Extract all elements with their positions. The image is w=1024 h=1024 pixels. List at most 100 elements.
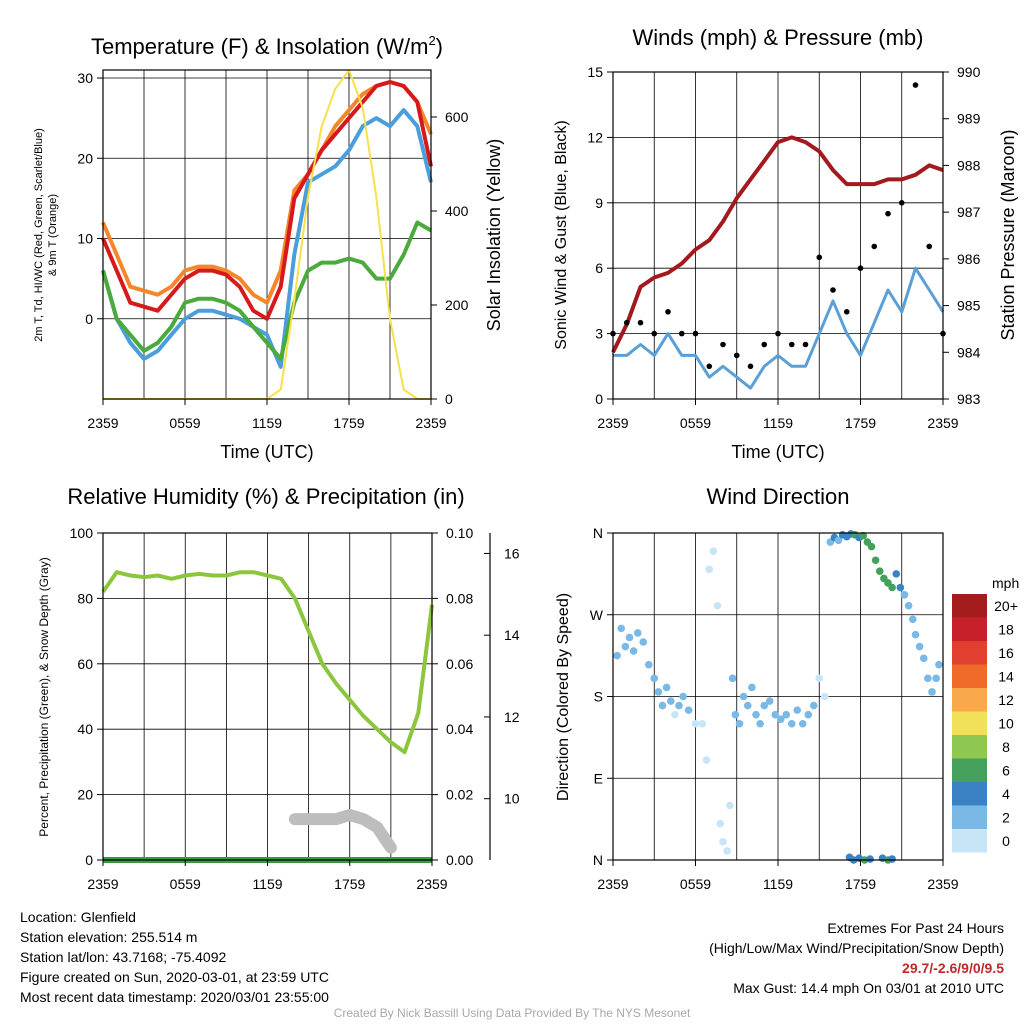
wind-direction-point bbox=[793, 706, 802, 714]
wind-direction-point bbox=[820, 692, 829, 701]
wind-direction-point bbox=[888, 855, 896, 863]
wind-direction-point bbox=[743, 701, 752, 710]
gust-point bbox=[706, 363, 713, 370]
wind-direction-point bbox=[698, 719, 707, 728]
y2-tick-label: 0.00 bbox=[446, 852, 473, 868]
wind-direction-point bbox=[617, 624, 626, 633]
y2-tick-label: 989 bbox=[957, 111, 981, 127]
y-tick-label: 10 bbox=[77, 231, 93, 247]
wind-direction-point bbox=[908, 615, 917, 624]
gust-point bbox=[802, 341, 809, 348]
speed-legend-swatch bbox=[952, 664, 987, 688]
speed-legend-swatch bbox=[952, 805, 987, 829]
wind-direction-point bbox=[719, 838, 727, 846]
temperature-series-line bbox=[101, 80, 433, 321]
speed-legend-label: 10 bbox=[998, 716, 1014, 732]
speed-legend-label: 18 bbox=[998, 622, 1014, 638]
y-tick-label: 20 bbox=[77, 150, 93, 166]
pressure-ylabel: Station Pressure (Maroon) bbox=[998, 129, 1018, 340]
wind-direction-point bbox=[650, 674, 659, 683]
station-latlon: Station lat/lon: 43.7168; -75.4092 bbox=[20, 949, 227, 965]
figure-created: Figure created on Sun, 2020-03-01, at 23… bbox=[20, 969, 329, 985]
gust-point bbox=[637, 319, 644, 326]
wind-direction-point bbox=[771, 710, 780, 719]
x-tick-label: 1159 bbox=[763, 876, 793, 892]
speed-legend-label: 6 bbox=[1002, 763, 1010, 779]
wind-direction-point bbox=[935, 660, 943, 669]
y2-tick-label: 990 bbox=[957, 64, 981, 80]
wind-direction-point bbox=[928, 688, 936, 696]
station-elevation: Station elevation: 255.514 m bbox=[20, 929, 198, 945]
y-tick-label: 100 bbox=[70, 525, 94, 541]
y-tick-label: 0 bbox=[85, 852, 93, 868]
x-tick-label: 0559 bbox=[680, 415, 711, 431]
y-tick-label: 60 bbox=[77, 656, 93, 672]
wind-direction-ylabel: Direction (Colored By Speed) bbox=[555, 593, 572, 801]
y2-tick-label: 0.10 bbox=[446, 525, 473, 541]
humidity-ylabel: Percent, Precipitation (Green), & Snow D… bbox=[37, 557, 51, 836]
x-tick-label: 2359 bbox=[87, 876, 118, 892]
y2-tick-label: 0.06 bbox=[446, 656, 473, 672]
wind-direction-point bbox=[815, 674, 824, 683]
temperature-ylabel-line2: & 9m T (Orange) bbox=[47, 194, 59, 276]
speed-legend-title: mph bbox=[992, 575, 1019, 591]
y-tick-label: 30 bbox=[77, 70, 93, 86]
wind-direction-title: Wind Direction bbox=[706, 484, 849, 509]
x-tick-label: 2359 bbox=[415, 415, 446, 431]
y2-tick-label: 983 bbox=[957, 391, 981, 407]
wind-direction-point bbox=[613, 651, 621, 660]
station-location: Location: Glenfield bbox=[20, 909, 136, 925]
speed-legend-label: 0 bbox=[1002, 833, 1010, 849]
x-tick-label: 2359 bbox=[927, 876, 958, 892]
speed-legend-label: 12 bbox=[998, 692, 1014, 708]
x-tick-label: 2359 bbox=[416, 876, 447, 892]
wind-direction-point bbox=[919, 654, 928, 663]
gust-point bbox=[623, 319, 630, 326]
speed-legend-swatch bbox=[952, 829, 987, 853]
wind-direction-panel: Wind Direction 2359 0559 1159 1759 2359 N E S W N… bbox=[555, 484, 1019, 892]
speed-legend-label: 2 bbox=[1002, 810, 1010, 826]
wind-direction-point bbox=[760, 701, 769, 710]
y2-tick-label: 0.04 bbox=[446, 721, 473, 737]
wind-direction-point bbox=[904, 601, 913, 610]
temperature-xlabel: Time (UTC) bbox=[220, 442, 313, 462]
wind-direction-point bbox=[756, 719, 764, 728]
y-tick-label: 12 bbox=[587, 129, 603, 145]
wind-direction-point bbox=[702, 756, 711, 764]
wind-direction-point bbox=[671, 710, 679, 719]
wind-direction-point bbox=[915, 642, 924, 651]
speed-legend-swatch bbox=[952, 641, 987, 665]
gust-point bbox=[692, 330, 699, 337]
speed-legend-swatch bbox=[952, 758, 987, 782]
gust-point bbox=[733, 352, 740, 359]
wind-direction-point bbox=[798, 719, 807, 728]
snow-depth-line bbox=[288, 809, 397, 854]
y3-tick-label: 16 bbox=[504, 545, 520, 561]
wind-direction-point bbox=[716, 819, 725, 828]
x-tick-label: 2359 bbox=[597, 415, 628, 431]
wind-direction-point bbox=[662, 683, 671, 692]
wind-direction-point bbox=[888, 583, 896, 592]
gust-point bbox=[816, 254, 823, 261]
wind-direction-point bbox=[629, 647, 638, 655]
y-tick-label: 20 bbox=[77, 787, 93, 803]
x-tick-label: 2359 bbox=[927, 415, 958, 431]
max-gust: Max Gust: 14.4 mph On 03/01 at 2010 UTC bbox=[733, 980, 1004, 996]
humidity-title: Relative Humidity (%) & Precipitation (i… bbox=[67, 484, 464, 509]
gust-point bbox=[926, 243, 933, 250]
wind-direction-point bbox=[658, 701, 667, 710]
gust-point bbox=[830, 287, 836, 293]
wind-direction-point bbox=[666, 697, 675, 705]
y-tick-label: E bbox=[594, 770, 603, 786]
wind-direction-point bbox=[723, 847, 731, 855]
x-tick-label: 1759 bbox=[845, 876, 876, 892]
station-info: Location: Glenfield Station elevation: 2… bbox=[20, 907, 329, 1007]
gust-point bbox=[788, 341, 795, 348]
wind-direction-point bbox=[691, 719, 700, 728]
recent-data-timestamp: Most recent data timestamp: 2020/03/01 2… bbox=[20, 989, 329, 1005]
y-tick-label: 40 bbox=[77, 721, 93, 737]
speed-legend-label: 4 bbox=[1002, 786, 1010, 802]
speed-legend-label: 14 bbox=[998, 669, 1014, 685]
wind-direction-point bbox=[924, 674, 932, 683]
gust-point bbox=[885, 210, 891, 217]
